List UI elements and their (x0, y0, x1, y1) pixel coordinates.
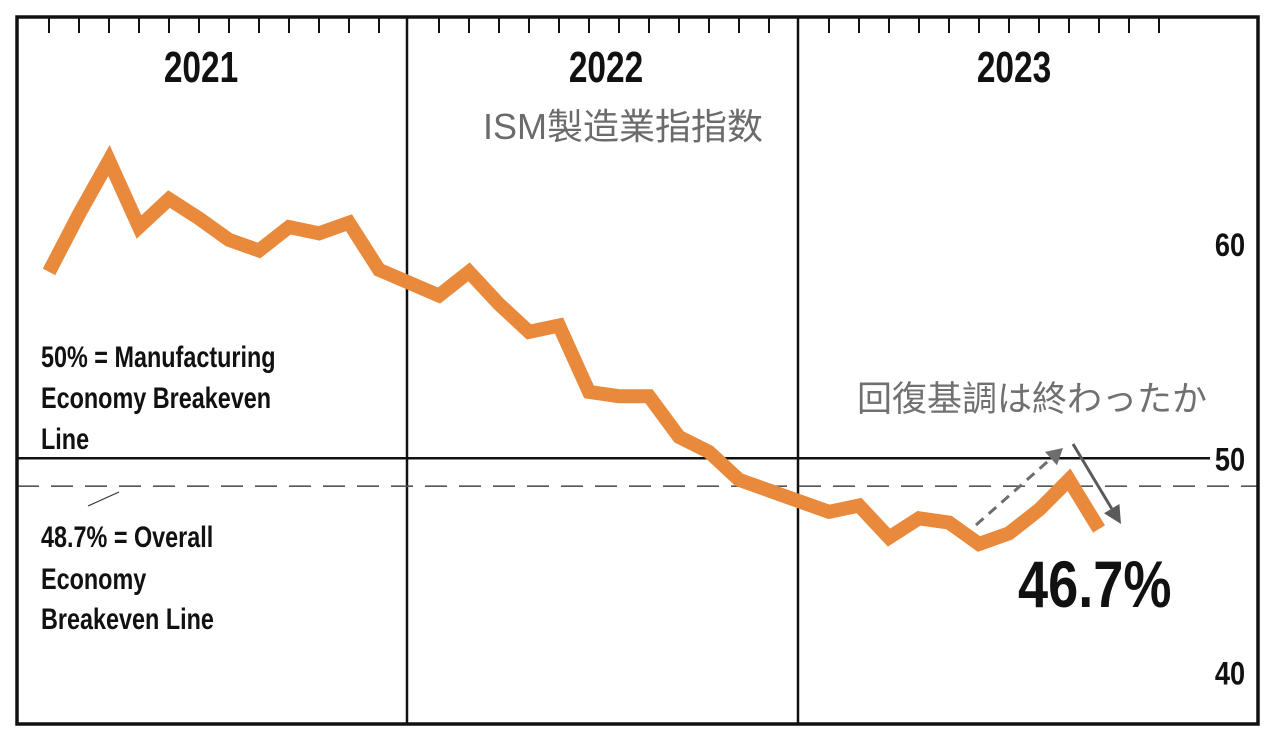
data-point (374, 265, 384, 275)
y-tick-label: 50 (1215, 442, 1245, 478)
data-point (1034, 505, 1044, 515)
series-line (42, 144, 1105, 552)
data-point (944, 518, 954, 528)
overall-economy-breakeven-label: 48.7% = Overall Economy Breakeven Line (41, 520, 214, 635)
breakeven-pointer-line (87, 491, 120, 507)
year-label: 2021 (164, 44, 238, 92)
reference-label-line: Economy (41, 562, 146, 595)
data-point (974, 539, 984, 549)
question-annotation: 回復基調は終わったか (857, 380, 1207, 419)
dashed-arrow-up (975, 448, 1063, 527)
data-point (104, 156, 114, 166)
reference-label-line: Economy Breakeven (41, 381, 271, 414)
data-point (1004, 528, 1014, 538)
solid-arrow-shaft (1071, 443, 1113, 510)
data-point (164, 194, 174, 204)
data-point (824, 507, 834, 517)
data-point (884, 533, 894, 543)
data-point (914, 513, 924, 523)
y-tick-label: 60 (1215, 228, 1245, 264)
y-tick-label: 40 (1215, 657, 1245, 693)
reference-label-line: Line (41, 422, 89, 455)
latest-value-label: 46.7% (1018, 547, 1171, 621)
data-point (194, 213, 204, 223)
x-axis-ticks (48, 18, 1160, 33)
solid-arrow-down (1071, 443, 1121, 524)
data-point (704, 447, 714, 457)
data-point (1094, 524, 1104, 534)
data-point (314, 228, 324, 238)
data-point (464, 267, 474, 277)
data-point (74, 209, 84, 219)
reference-label-line: 50% = Manufacturing (41, 340, 276, 373)
data-point (344, 218, 354, 228)
data-point (254, 246, 264, 256)
plot-frame (15, 15, 1260, 726)
data-point (434, 291, 444, 301)
series-layer (42, 144, 1105, 552)
data-point (644, 391, 654, 401)
manufacturing-breakeven-label: 50% = Manufacturing Economy Breakeven Li… (41, 340, 276, 455)
solid-arrow-head (1104, 504, 1121, 524)
chart-title: ISM製造業指指数 (483, 106, 763, 147)
data-point (674, 432, 684, 442)
data-point (614, 391, 624, 401)
data-point (224, 235, 234, 245)
data-point (524, 327, 534, 337)
data-point (854, 501, 864, 511)
reference-label-line: Breakeven Line (41, 602, 214, 635)
data-point (734, 475, 744, 485)
data-point (44, 267, 54, 277)
data-point (494, 299, 504, 309)
data-point (554, 321, 564, 331)
year-label: 2023 (977, 44, 1051, 92)
dashed-arrow-head (1045, 448, 1063, 466)
data-point (764, 486, 774, 496)
data-point (134, 222, 144, 232)
data-point (1064, 475, 1074, 485)
data-point (584, 387, 594, 397)
data-point (284, 222, 294, 232)
reference-label-line: 48.7% = Overall (41, 520, 213, 553)
year-label: 2022 (569, 44, 643, 92)
